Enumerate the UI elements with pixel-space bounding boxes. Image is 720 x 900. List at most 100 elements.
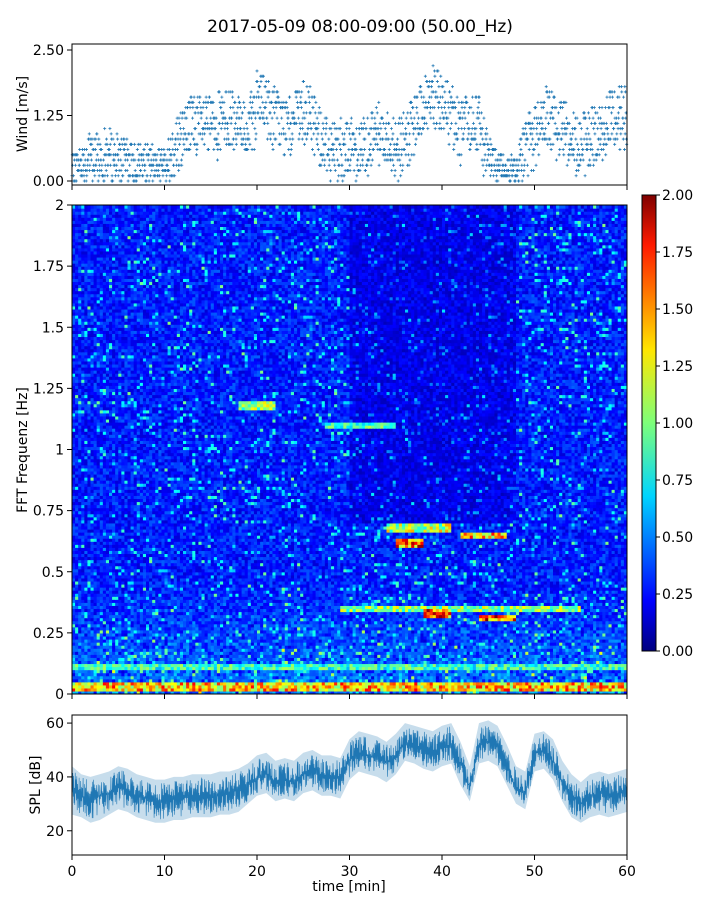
spectrogram-cell xyxy=(109,666,113,671)
spectrogram-cell xyxy=(358,684,363,689)
spectrogram-cell xyxy=(192,654,196,658)
spectrogram-cell xyxy=(109,687,113,692)
spectrogram-cell xyxy=(488,681,492,686)
wind-point xyxy=(320,137,324,141)
spectrogram-cell xyxy=(454,663,459,668)
wind-point xyxy=(251,121,255,125)
spectrogram-cell xyxy=(81,660,85,665)
wind-point xyxy=(524,132,528,136)
wind-point xyxy=(200,137,204,141)
spectrogram-cell xyxy=(220,684,224,689)
spectrogram-cell xyxy=(380,690,385,694)
spectrogram-cell xyxy=(331,669,335,674)
wind-point xyxy=(415,95,419,99)
spectrogram-cell xyxy=(238,654,243,658)
spectrogram-cell xyxy=(457,663,462,668)
wind-point xyxy=(463,106,467,110)
spectrogram-cell xyxy=(571,675,576,680)
wind-point xyxy=(391,158,395,162)
spectrogram-cell xyxy=(602,675,607,680)
spectrogram-cell xyxy=(522,678,526,683)
spectrogram-cell xyxy=(238,663,243,668)
wind-point xyxy=(165,174,169,178)
wind-point xyxy=(592,106,596,110)
spectrogram-cell xyxy=(426,681,431,686)
spectrogram-cell xyxy=(152,678,156,683)
spectrogram-cell xyxy=(469,666,474,671)
wind-point xyxy=(217,142,221,146)
spectrogram-cell xyxy=(118,681,122,686)
spectrogram-cell xyxy=(226,690,230,694)
wind-yticks: 0.001.252.50 xyxy=(33,43,72,190)
spectrogram-cell xyxy=(303,666,307,671)
wind-point xyxy=(606,127,610,131)
wind-point xyxy=(93,174,97,178)
spectrogram-cell xyxy=(232,690,237,694)
spectrogram-cell xyxy=(371,672,375,677)
spectrogram-cell xyxy=(553,684,557,689)
spectrogram-cell xyxy=(405,684,409,689)
spectrogram-cell xyxy=(358,687,363,692)
spectrogram-cell xyxy=(204,687,209,692)
spectrogram-cell xyxy=(599,657,603,661)
wind-point xyxy=(158,179,162,183)
spectrogram-cell xyxy=(118,672,122,677)
spectrogram-cell xyxy=(401,672,406,677)
spectrogram-cell xyxy=(318,678,323,683)
spectrogram-cell xyxy=(432,681,437,686)
spectrogram-cell xyxy=(75,684,79,689)
spectrogram-cell xyxy=(96,687,101,692)
wind-point xyxy=(482,174,486,178)
spectrogram-cell xyxy=(340,669,344,674)
spectrogram-cell xyxy=(472,666,477,671)
wind-point xyxy=(269,137,273,141)
spectrogram-cell xyxy=(469,678,474,683)
spectrogram-cell xyxy=(556,681,560,686)
spectrogram-cell xyxy=(195,654,200,658)
spectrogram-cell xyxy=(426,663,431,668)
spectrogram-cell xyxy=(611,672,616,677)
spectrogram-cell xyxy=(229,672,233,677)
wind-point xyxy=(271,106,275,110)
spectrogram-cell xyxy=(479,663,483,668)
spectrogram-cell xyxy=(226,669,230,674)
spectrogram-cell xyxy=(429,672,434,677)
wind-point xyxy=(615,132,619,136)
spectrogram-cell xyxy=(590,687,594,692)
wind-point xyxy=(531,153,535,157)
spectrogram-cell xyxy=(189,654,193,658)
spectrogram-cell xyxy=(577,657,582,661)
spectrogram-cell xyxy=(608,666,613,671)
spectrogram-cell xyxy=(173,654,178,658)
wind-point xyxy=(623,132,627,136)
wind-point xyxy=(333,163,337,167)
wind-point xyxy=(126,158,129,162)
spectrogram-cell xyxy=(72,687,76,692)
spectrogram-cell xyxy=(519,678,523,683)
spectrogram-cell xyxy=(571,660,576,665)
spectrogram-cell xyxy=(401,660,406,665)
spectrogram-cell xyxy=(152,669,156,674)
wind-point xyxy=(172,153,176,157)
spectrogram-cell xyxy=(355,672,360,677)
spectrogram-cell xyxy=(269,660,274,665)
spectrogram-cell xyxy=(596,657,600,661)
spectrogram-cell xyxy=(525,681,529,686)
spectrogram-cell xyxy=(90,684,95,689)
spectrogram-cell xyxy=(275,669,280,674)
spectrogram-cell xyxy=(623,684,627,689)
spectrogram-cell xyxy=(553,657,557,661)
spectrogram-cell xyxy=(253,687,258,692)
wind-point xyxy=(415,111,419,115)
spectrogram-cell xyxy=(124,672,129,677)
spectrogram-cell xyxy=(176,678,181,683)
wind-point xyxy=(354,148,358,152)
wind-point xyxy=(544,127,548,131)
spectrogram-cell xyxy=(466,684,471,689)
wind-point xyxy=(477,100,481,104)
spectrogram-cell xyxy=(411,660,415,665)
spectrogram-cell xyxy=(201,663,206,668)
spectrogram-cell xyxy=(78,678,82,683)
wind-point xyxy=(620,127,624,131)
spectrogram-cell xyxy=(204,669,209,674)
